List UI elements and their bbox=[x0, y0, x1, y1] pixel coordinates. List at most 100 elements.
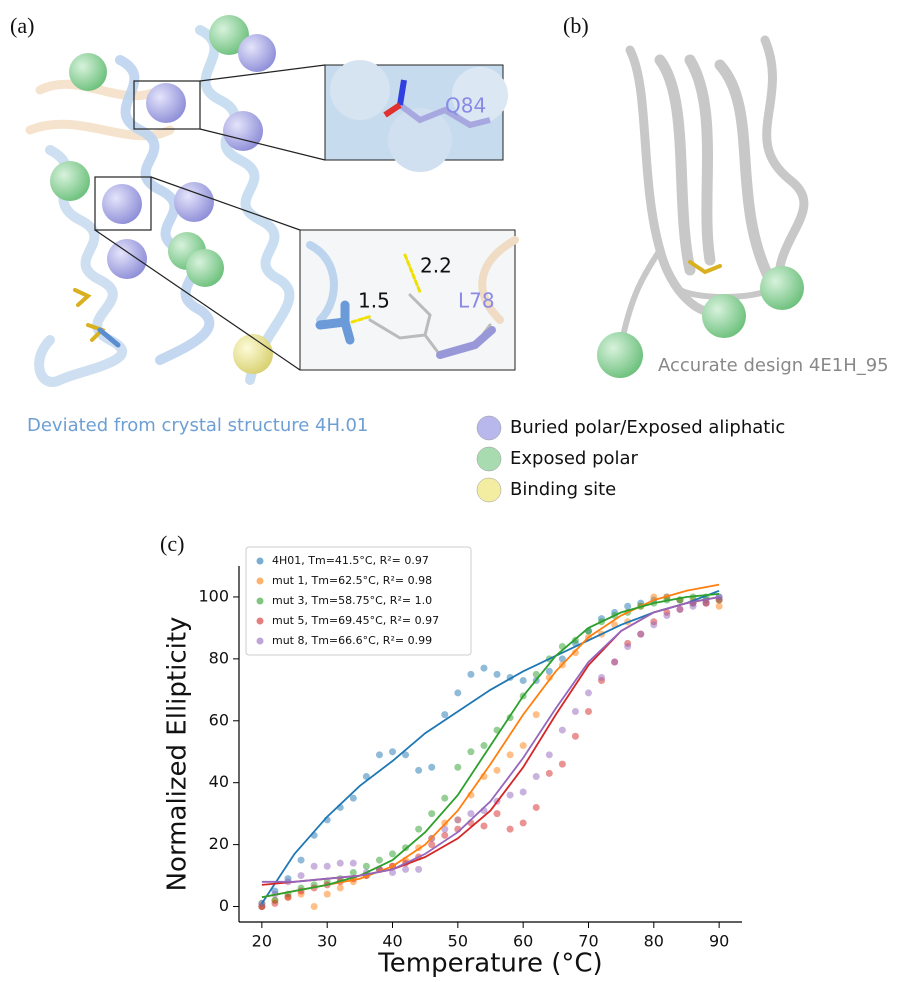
data-point bbox=[480, 665, 487, 672]
data-point bbox=[376, 751, 383, 758]
sphere bbox=[760, 266, 804, 310]
distance-label: 2.2 bbox=[420, 254, 452, 278]
data-point bbox=[507, 751, 514, 758]
data-point bbox=[415, 866, 422, 873]
data-point bbox=[454, 689, 461, 696]
y-axis-title: Normalized Ellipticity bbox=[163, 617, 193, 892]
legend-marker bbox=[257, 578, 264, 585]
data-point bbox=[480, 823, 487, 830]
data-point bbox=[716, 603, 723, 610]
data-point bbox=[376, 857, 383, 864]
chart: 2030405060708090020406080100Temperature … bbox=[163, 547, 743, 979]
legend-sphere bbox=[477, 416, 501, 440]
data-point bbox=[428, 764, 435, 771]
y-tick-label: 100 bbox=[198, 586, 229, 605]
legend-label: Binding site bbox=[510, 479, 616, 500]
data-point bbox=[467, 671, 474, 678]
data-point bbox=[428, 810, 435, 817]
data-point bbox=[298, 872, 305, 879]
figure: (a) Q84 2.2 1.5 L78 Deviated from crysta… bbox=[0, 0, 914, 982]
x-axis-title: Temperature (°C) bbox=[377, 949, 602, 979]
x-tick-label: 30 bbox=[317, 932, 337, 951]
data-point bbox=[494, 767, 501, 774]
data-point bbox=[546, 751, 553, 758]
distance-label: 1.5 bbox=[358, 289, 390, 313]
data-point bbox=[624, 603, 631, 610]
data-point bbox=[350, 860, 357, 867]
legend-label: mut 8, Tm=66.6°C, R²= 0.99 bbox=[272, 634, 432, 647]
data-point bbox=[467, 748, 474, 755]
x-tick-label: 20 bbox=[252, 932, 272, 951]
data-point bbox=[637, 631, 644, 638]
data-point bbox=[572, 708, 579, 715]
data-point bbox=[676, 606, 683, 613]
data-point bbox=[598, 674, 605, 681]
data-point bbox=[298, 857, 305, 864]
legend-marker bbox=[257, 558, 264, 565]
data-point bbox=[507, 826, 514, 833]
data-point bbox=[585, 708, 592, 715]
data-point bbox=[546, 770, 553, 777]
data-point bbox=[389, 748, 396, 755]
legend-label: mut 3, Tm=58.75°C, R²= 1.0 bbox=[272, 594, 432, 607]
data-point bbox=[559, 727, 566, 734]
structure-a bbox=[30, 30, 289, 382]
y-tick-label: 60 bbox=[209, 710, 229, 729]
legend-sphere bbox=[477, 478, 501, 502]
data-point bbox=[520, 677, 527, 684]
y-tick-label: 40 bbox=[209, 772, 229, 791]
data-point bbox=[650, 621, 657, 628]
legend-marker bbox=[257, 638, 264, 645]
legend-label: Buried polar/Exposed aliphatic bbox=[510, 417, 785, 438]
data-point bbox=[690, 603, 697, 610]
data-point bbox=[324, 863, 331, 870]
data-point bbox=[337, 860, 344, 867]
data-point bbox=[389, 850, 396, 857]
data-point bbox=[311, 863, 318, 870]
data-point bbox=[402, 866, 409, 873]
data-point bbox=[494, 671, 501, 678]
x-tick-label: 90 bbox=[709, 932, 729, 951]
data-point bbox=[559, 761, 566, 768]
data-point bbox=[480, 742, 487, 749]
data-point bbox=[663, 612, 670, 619]
panel-label: (a) bbox=[10, 13, 34, 38]
legend-label: mut 5, Tm=69.45°C, R²= 0.97 bbox=[272, 614, 439, 627]
legend-marker bbox=[257, 598, 264, 605]
data-point bbox=[311, 903, 318, 910]
legend-label: mut 1, Tm=62.5°C, R²= 0.98 bbox=[272, 574, 432, 587]
data-point bbox=[271, 900, 278, 907]
data-point bbox=[441, 832, 448, 839]
y-tick-label: 0 bbox=[219, 896, 229, 915]
data-point bbox=[324, 891, 331, 898]
data-point bbox=[585, 689, 592, 696]
data-point bbox=[533, 804, 540, 811]
data-point bbox=[441, 711, 448, 718]
data-point bbox=[624, 643, 631, 650]
legend-label: 4H01, Tm=41.5°C, R²= 0.97 bbox=[272, 554, 429, 567]
caption: Accurate design 4E1H_95 bbox=[658, 355, 889, 376]
data-point bbox=[415, 767, 422, 774]
caption: Deviated from crystal structure 4H.01 bbox=[27, 415, 368, 436]
sphere bbox=[702, 294, 746, 338]
data-point bbox=[520, 742, 527, 749]
data-point bbox=[611, 658, 618, 665]
residue-label: L78 bbox=[458, 289, 495, 313]
data-point bbox=[546, 668, 553, 675]
panel-label: (c) bbox=[160, 531, 184, 556]
data-point bbox=[350, 795, 357, 802]
page: { "panel_a": {"label": "(a)", "inset_top… bbox=[0, 0, 914, 982]
legend-label: Exposed polar bbox=[510, 448, 639, 469]
data-point bbox=[350, 869, 357, 876]
y-tick-label: 80 bbox=[209, 648, 229, 667]
data-point bbox=[337, 884, 344, 891]
data-point bbox=[572, 733, 579, 740]
data-point bbox=[284, 894, 291, 901]
data-point bbox=[533, 773, 540, 780]
data-point bbox=[415, 826, 422, 833]
data-point bbox=[454, 816, 461, 823]
data-point bbox=[454, 764, 461, 771]
data-point bbox=[520, 788, 527, 795]
x-tick-label: 80 bbox=[644, 932, 664, 951]
legend-sphere bbox=[477, 447, 501, 471]
